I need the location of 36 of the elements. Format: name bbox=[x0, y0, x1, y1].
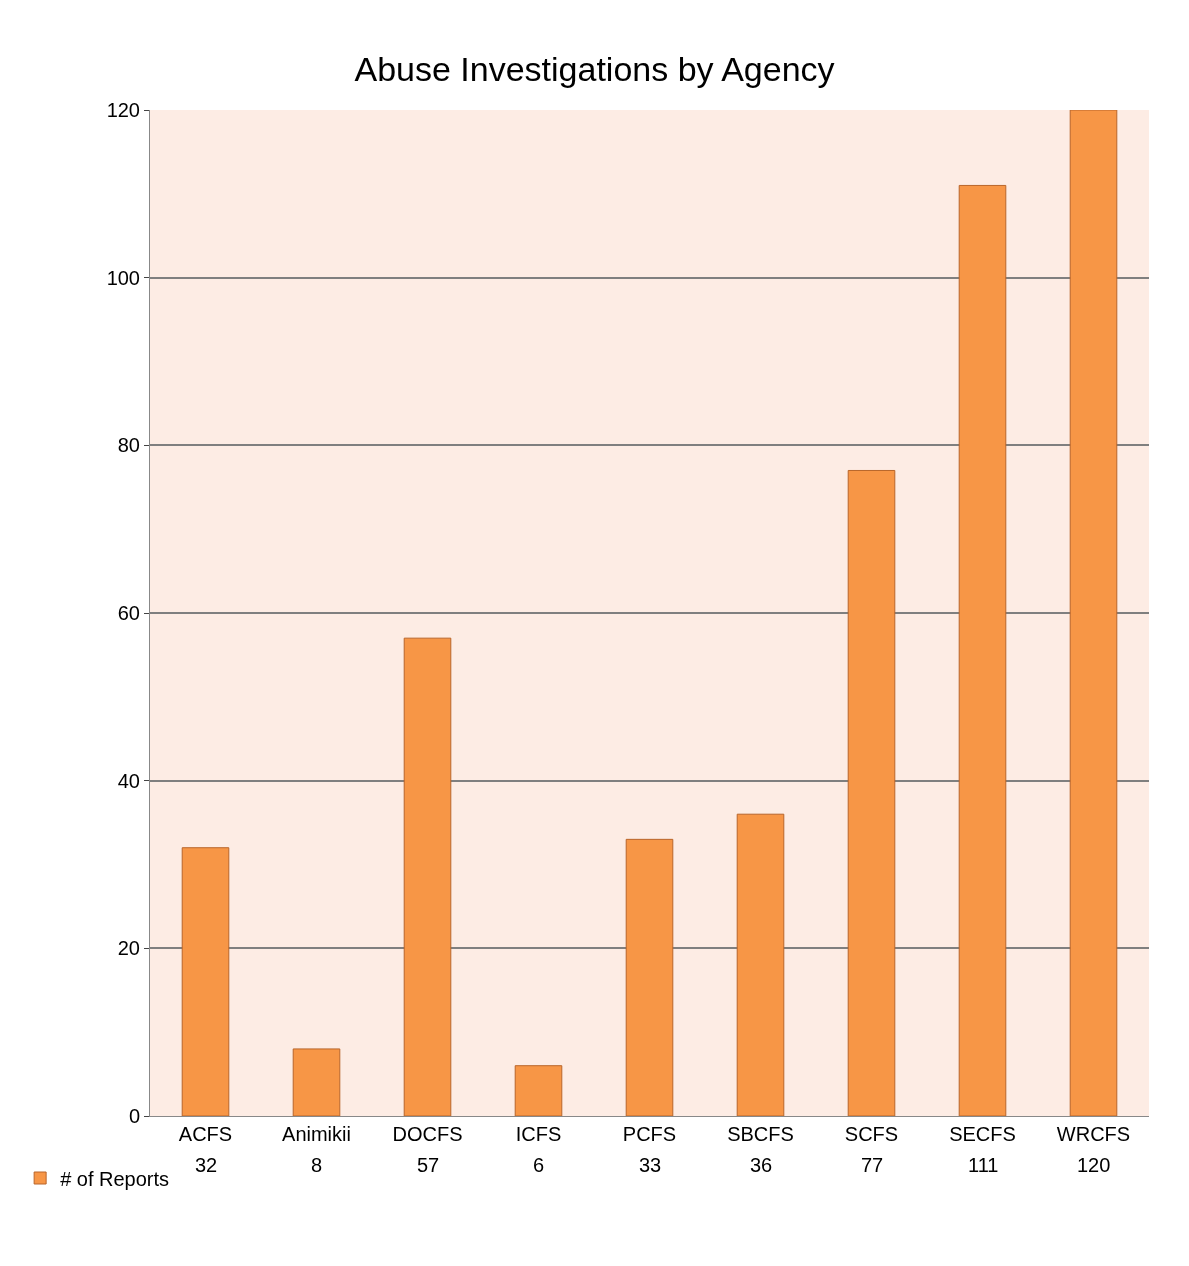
x-tick-label: ICFS bbox=[515, 1123, 562, 1145]
data-label: 57 bbox=[417, 1154, 440, 1176]
data-label: 111 bbox=[968, 1154, 999, 1176]
bar bbox=[847, 469, 896, 1116]
x-tick-label: SBCFS bbox=[727, 1123, 794, 1145]
x-tick-label: WRCFS bbox=[1056, 1123, 1131, 1145]
bar bbox=[736, 813, 785, 1116]
bar bbox=[625, 838, 674, 1116]
y-tick-label: 40 bbox=[117, 769, 140, 792]
data-label: 6 bbox=[533, 1154, 545, 1176]
data-label: 77 bbox=[861, 1154, 884, 1176]
y-tick-label: 100 bbox=[106, 266, 140, 289]
bar bbox=[292, 1048, 341, 1116]
y-tick-label: 120 bbox=[106, 99, 140, 121]
x-tick-label: DOCFS bbox=[392, 1123, 463, 1145]
x-tick-label: Animikii bbox=[282, 1123, 351, 1145]
x-tick-label: SCFS bbox=[844, 1123, 899, 1145]
chart-title: Abuse Investigations by Agency bbox=[354, 49, 835, 88]
bar bbox=[514, 1065, 563, 1116]
bar bbox=[1069, 110, 1118, 1116]
y-tick-label: 0 bbox=[128, 1105, 140, 1127]
data-label: 32 bbox=[195, 1154, 218, 1176]
x-tick-label: PCFS bbox=[622, 1123, 677, 1145]
data-label: 8 bbox=[311, 1154, 323, 1176]
bar bbox=[181, 847, 230, 1116]
y-tick-label: 60 bbox=[117, 602, 140, 624]
x-tick-label: SECFS bbox=[949, 1123, 1016, 1145]
bar bbox=[958, 184, 1007, 1116]
x-tick-label: ACFS bbox=[178, 1123, 233, 1145]
y-tick-label: 80 bbox=[117, 434, 140, 457]
bar bbox=[403, 637, 452, 1116]
data-label: 36 bbox=[750, 1154, 773, 1176]
legend-label: # of Reports bbox=[60, 1167, 170, 1190]
data-label: 33 bbox=[639, 1154, 662, 1176]
data-label: 120 bbox=[1077, 1154, 1111, 1176]
y-tick-label: 20 bbox=[117, 937, 140, 960]
